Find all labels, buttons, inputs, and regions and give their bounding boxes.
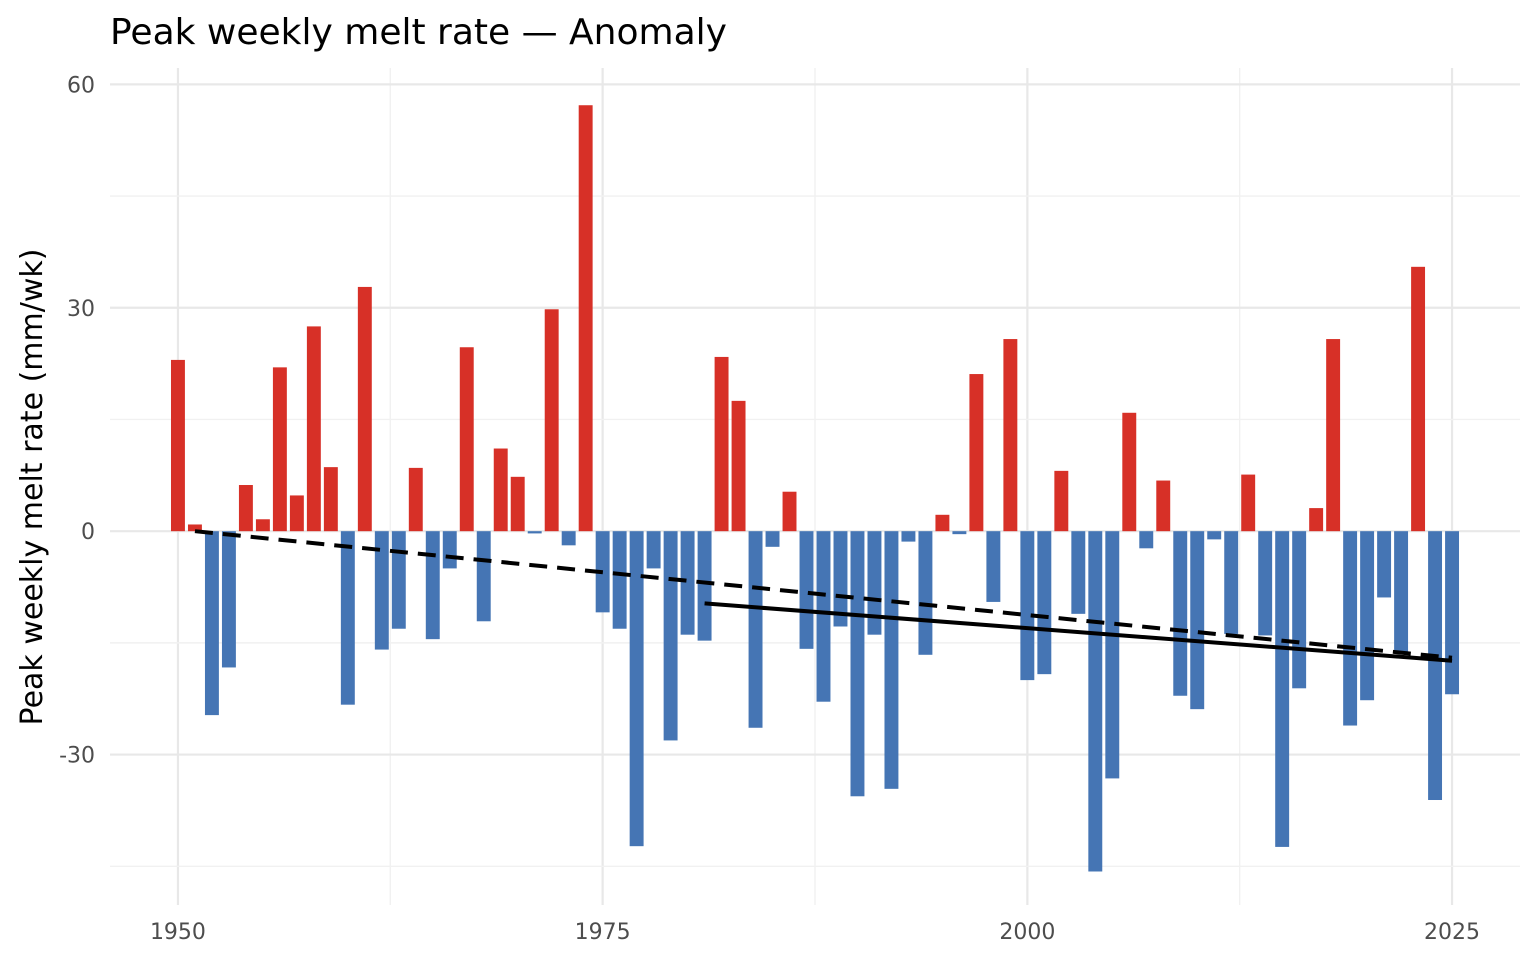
bar-2000 [1020,531,1035,681]
bar-2005 [1105,531,1120,779]
bar-2009 [1173,531,1188,696]
bar-1980 [680,531,695,635]
bar-2014 [1258,531,1273,636]
bar-1990 [850,531,865,797]
bar-1960 [340,531,355,705]
bar-1955 [255,519,270,532]
bar-1987 [799,531,814,649]
bar-1984 [748,531,763,728]
y-tick-label: 60 [67,73,95,98]
y-tick-label: -30 [59,744,95,769]
bar-2019 [1343,531,1358,726]
bar-2008 [1156,480,1171,532]
bar-2016 [1292,531,1307,689]
bar-1971 [527,531,542,534]
bar-1963 [391,531,406,629]
bar-2007 [1139,531,1154,549]
bar-1979 [663,531,678,741]
bar-1985 [765,531,780,547]
chart-title: Peak weekly melt rate — Anomaly [110,12,727,53]
bar-1976 [612,531,627,629]
bar-1989 [833,531,848,627]
x-tick-label: 1975 [575,920,631,945]
bar-1953 [221,531,236,668]
y-axis-label: Peak weekly melt rate (mm/wk) [15,249,50,726]
bar-2001 [1037,531,1052,675]
trend-line-dashed [194,529,1453,660]
y-axis-ticks: -30 0 30 60 [59,73,95,768]
bar-1968 [476,531,491,622]
bar-1962 [374,531,389,650]
x-axis-ticks: 1950 1975 2000 2025 [150,920,1480,945]
bar-1957 [289,495,304,532]
bar-1993 [901,531,916,542]
bar-1967 [459,347,474,532]
bar-2021 [1377,531,1392,598]
bar-1991 [867,531,882,635]
x-tick-label: 2025 [1424,920,1480,945]
bar-1973 [561,531,576,546]
bar-2011 [1207,531,1222,540]
bar-1995 [935,514,950,532]
bar-1986 [782,491,797,532]
bar-1978 [646,531,661,569]
trend-line-solid [704,601,1453,663]
bar-2022 [1394,531,1409,654]
bar-1965 [425,531,440,640]
bar-2012 [1224,531,1239,634]
bar-2004 [1088,531,1103,872]
bar-1964 [408,467,423,532]
bar-1961 [357,286,372,532]
bars [170,105,1460,872]
bar-1954 [238,485,253,532]
bar-2020 [1360,531,1375,701]
bar-1969 [493,448,508,532]
bar-1959 [323,467,338,532]
bar-1982 [714,356,729,532]
bar-2010 [1190,531,1205,710]
bar-1999 [1003,339,1018,532]
bar-2018 [1326,339,1341,532]
bar-2002 [1054,470,1069,532]
bar-2023 [1411,266,1426,532]
bar-2006 [1122,412,1137,532]
bar-1956 [272,367,287,532]
bar-1988 [816,531,831,702]
y-tick-label: 30 [67,297,95,322]
bar-1981 [697,531,712,641]
bar-1977 [629,531,644,847]
bar-2003 [1071,531,1086,614]
bar-1966 [442,531,457,569]
bar-2017 [1309,508,1324,532]
bar-1950 [170,359,185,532]
x-tick-label: 2000 [999,920,1055,945]
bar-1998 [986,531,1001,602]
bar-1997 [969,374,984,532]
bar-1992 [884,531,899,789]
bar-1972 [544,309,559,532]
x-tick-label: 1950 [150,920,206,945]
bar-1983 [731,400,746,532]
trend-lines [194,529,1453,663]
bar-2025 [1445,531,1460,695]
bar-1974 [578,105,593,532]
bar-1952 [204,531,219,716]
bar-2024 [1428,531,1443,801]
bar-1996 [952,531,967,535]
bar-1970 [510,476,525,532]
grid [110,68,1520,905]
bar-2015 [1275,531,1290,847]
y-tick-label: 0 [81,520,95,545]
bar-1958 [306,326,321,532]
bar-1994 [918,531,933,655]
bar-1951 [187,524,202,532]
bar-2013 [1241,474,1256,532]
